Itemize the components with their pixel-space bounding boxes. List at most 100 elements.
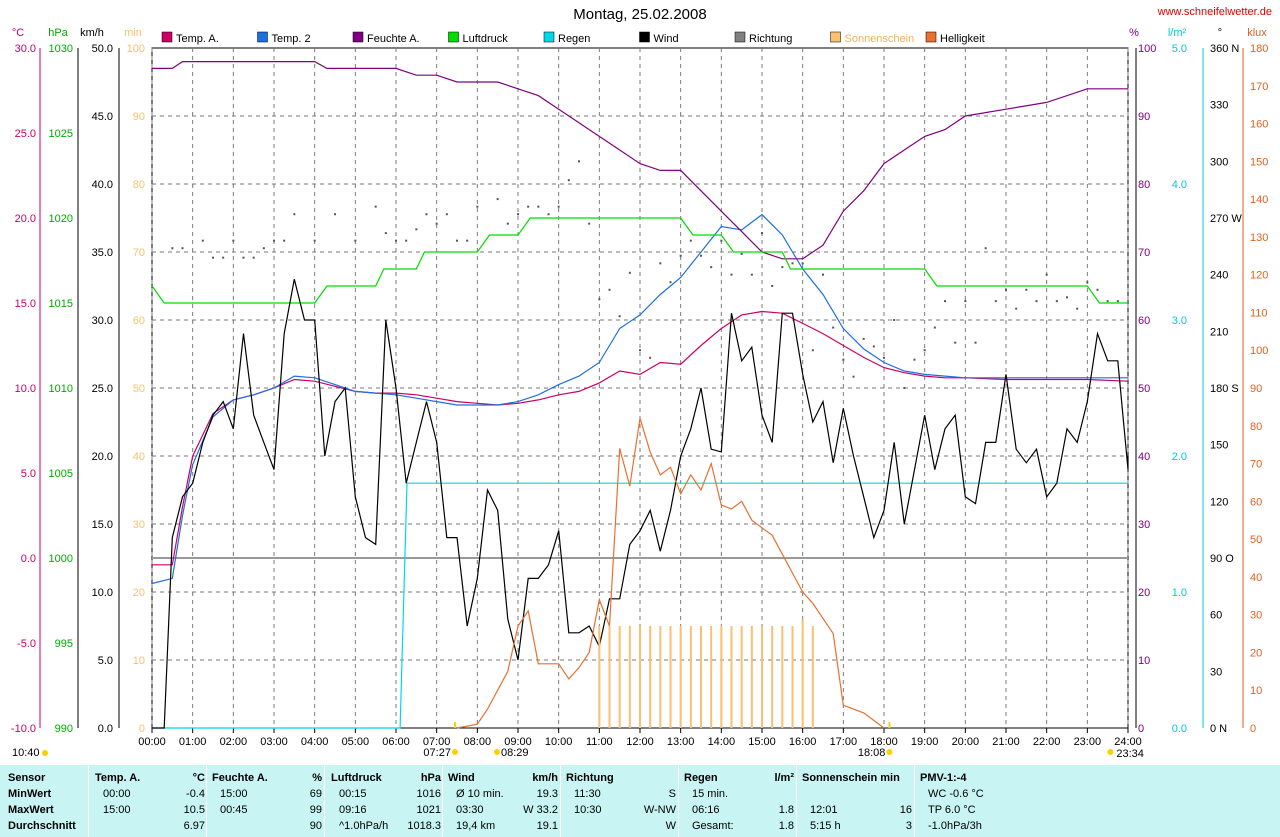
klux-tick-label: 170 xyxy=(1250,81,1268,93)
table-cell-value: 10.5 xyxy=(183,804,205,816)
series-richtung-point xyxy=(415,228,418,231)
series-richtung-point xyxy=(547,213,550,216)
series-richtung-point xyxy=(506,222,509,225)
pressure-tick-label: 1030 xyxy=(49,43,73,55)
klux-tick-label: 60 xyxy=(1250,496,1262,508)
humidity-tick-label: 100 xyxy=(1138,43,1156,55)
legend-label: Helligkeit xyxy=(940,33,985,45)
direction-tick-label: 240 xyxy=(1210,270,1228,282)
table-cell-time: 00:45 xyxy=(220,804,248,816)
sun-tick-label: 30 xyxy=(133,519,145,531)
table-cell-value: 1.8 xyxy=(778,820,794,832)
table-cell-value: 1016 xyxy=(416,788,441,800)
table-cell-value: 6.97 xyxy=(183,820,205,832)
series-richtung-point xyxy=(334,213,336,216)
klux-tick-label: 20 xyxy=(1250,647,1262,659)
humidity-tick-label: 40 xyxy=(1138,451,1150,463)
series-richtung-point xyxy=(730,273,733,276)
table-header-label: Feuchte A. xyxy=(212,772,268,784)
legend-swatch xyxy=(639,31,650,43)
klux-tick-label: 140 xyxy=(1250,194,1268,206)
table-cell-time: 15:00 xyxy=(103,804,131,816)
sun-tick-label: 50 xyxy=(133,383,145,395)
table-header-label: Sensor xyxy=(8,772,46,784)
direction-tick-label: 330 xyxy=(1210,100,1228,112)
series-richtung-point xyxy=(659,262,662,265)
series-luftdruck-line xyxy=(151,217,1128,304)
wind-tick-label: 50.0 xyxy=(92,43,113,55)
table-cell-time: Gesamt: xyxy=(692,820,734,832)
series-richtung-point xyxy=(598,298,601,301)
x-tick-label: 17:00 xyxy=(830,736,858,748)
series-richtung-point xyxy=(862,337,865,340)
rain-tick-label: 1.0 xyxy=(1172,587,1187,599)
temp-tick-label: 20.0 xyxy=(15,213,36,225)
series-richtung-point xyxy=(883,356,885,359)
pressure-tick-label: 1020 xyxy=(49,213,73,225)
legend-swatch xyxy=(830,31,841,43)
sun-start-label: 08:29 xyxy=(501,747,529,759)
temp-tick-label: 5.0 xyxy=(21,468,36,480)
x-tick-label: 01:00 xyxy=(179,736,207,748)
series-richtung-point xyxy=(445,213,448,216)
humidity-tick-label: 20 xyxy=(1138,587,1150,599)
table-row-label: MaxWert xyxy=(8,804,54,816)
series-richtung-point xyxy=(700,254,702,257)
temp-tick-label: 0.0 xyxy=(21,553,36,565)
x-tick-label: 00:00 xyxy=(138,736,166,748)
moon-label: 23:34 xyxy=(1116,748,1144,760)
series-richtung-point xyxy=(476,205,479,208)
series-richtung-point xyxy=(1035,300,1038,303)
series-richtung-point xyxy=(1015,307,1018,310)
table-cell-time: Ø 10 min. xyxy=(456,788,504,800)
humidity-tick-label: 0 xyxy=(1138,723,1144,735)
wind-tick-label: 15.0 xyxy=(92,519,113,531)
table-row-label: MinWert xyxy=(8,788,52,800)
site-link[interactable]: www.schneifelwetter.de xyxy=(1157,6,1272,18)
series-richtung-point xyxy=(801,262,804,265)
series-richtung-point xyxy=(567,179,570,182)
series-richtung-point xyxy=(791,262,794,265)
series-richtung-point xyxy=(842,358,845,361)
weather-chart: 00:00 01:00 02:00 03:00 04:00 05:00 06:00 07:00… xyxy=(11,27,1268,760)
series-richtung-point xyxy=(984,247,987,250)
table-cell-time: 10:30 xyxy=(574,804,602,816)
series-richtung-point xyxy=(974,341,977,344)
direction-tick-label: 210 xyxy=(1210,326,1228,338)
wind-tick-label: 5.0 xyxy=(98,655,113,667)
legend-swatch xyxy=(257,31,268,43)
x-tick-label: 12:00 xyxy=(626,736,654,748)
klux-tick-label: 50 xyxy=(1250,534,1262,546)
series-richtung-point xyxy=(262,247,265,250)
x-tick-label: 09:00 xyxy=(504,736,532,748)
x-tick-label: 14:00 xyxy=(708,736,736,748)
series-richtung-point xyxy=(1055,300,1058,303)
legend-swatch xyxy=(734,31,746,43)
wind-tick-label: 30.0 xyxy=(92,315,113,327)
series-richtung-point xyxy=(527,205,530,208)
table-cell-time: 03:30 xyxy=(456,804,484,816)
x-tick-label: 05:00 xyxy=(342,736,370,748)
series-richtung-point xyxy=(283,239,286,242)
table-header-unit: l/m² xyxy=(774,772,794,784)
series-richtung-point xyxy=(628,271,631,274)
table-header-unit: km/h xyxy=(532,772,558,784)
legend-label: Temp. 2 xyxy=(272,33,311,45)
table-cell-value: 19.1 xyxy=(536,820,558,832)
series-richtung-point xyxy=(232,239,235,242)
table-cell-value: 90 xyxy=(309,820,322,832)
table-cell-value: -0.4 xyxy=(186,788,205,800)
humidity-unit: % xyxy=(1129,27,1139,39)
series-richtung-point xyxy=(273,239,275,242)
wind-unit: km/h xyxy=(80,27,104,39)
table-header-label: Temp. A. xyxy=(95,772,141,784)
series-richtung-point xyxy=(1096,288,1099,291)
legend-label: Regen xyxy=(558,33,590,45)
sunrise-label: 07:27 xyxy=(423,747,451,759)
sun-tick-label: 100 xyxy=(127,43,145,55)
x-tick-label: 22:00 xyxy=(1033,736,1061,748)
series-richtung-point xyxy=(201,239,204,242)
legend-swatch xyxy=(352,31,364,43)
series-richtung-point xyxy=(639,349,641,352)
series-richtung-point xyxy=(1106,300,1109,303)
